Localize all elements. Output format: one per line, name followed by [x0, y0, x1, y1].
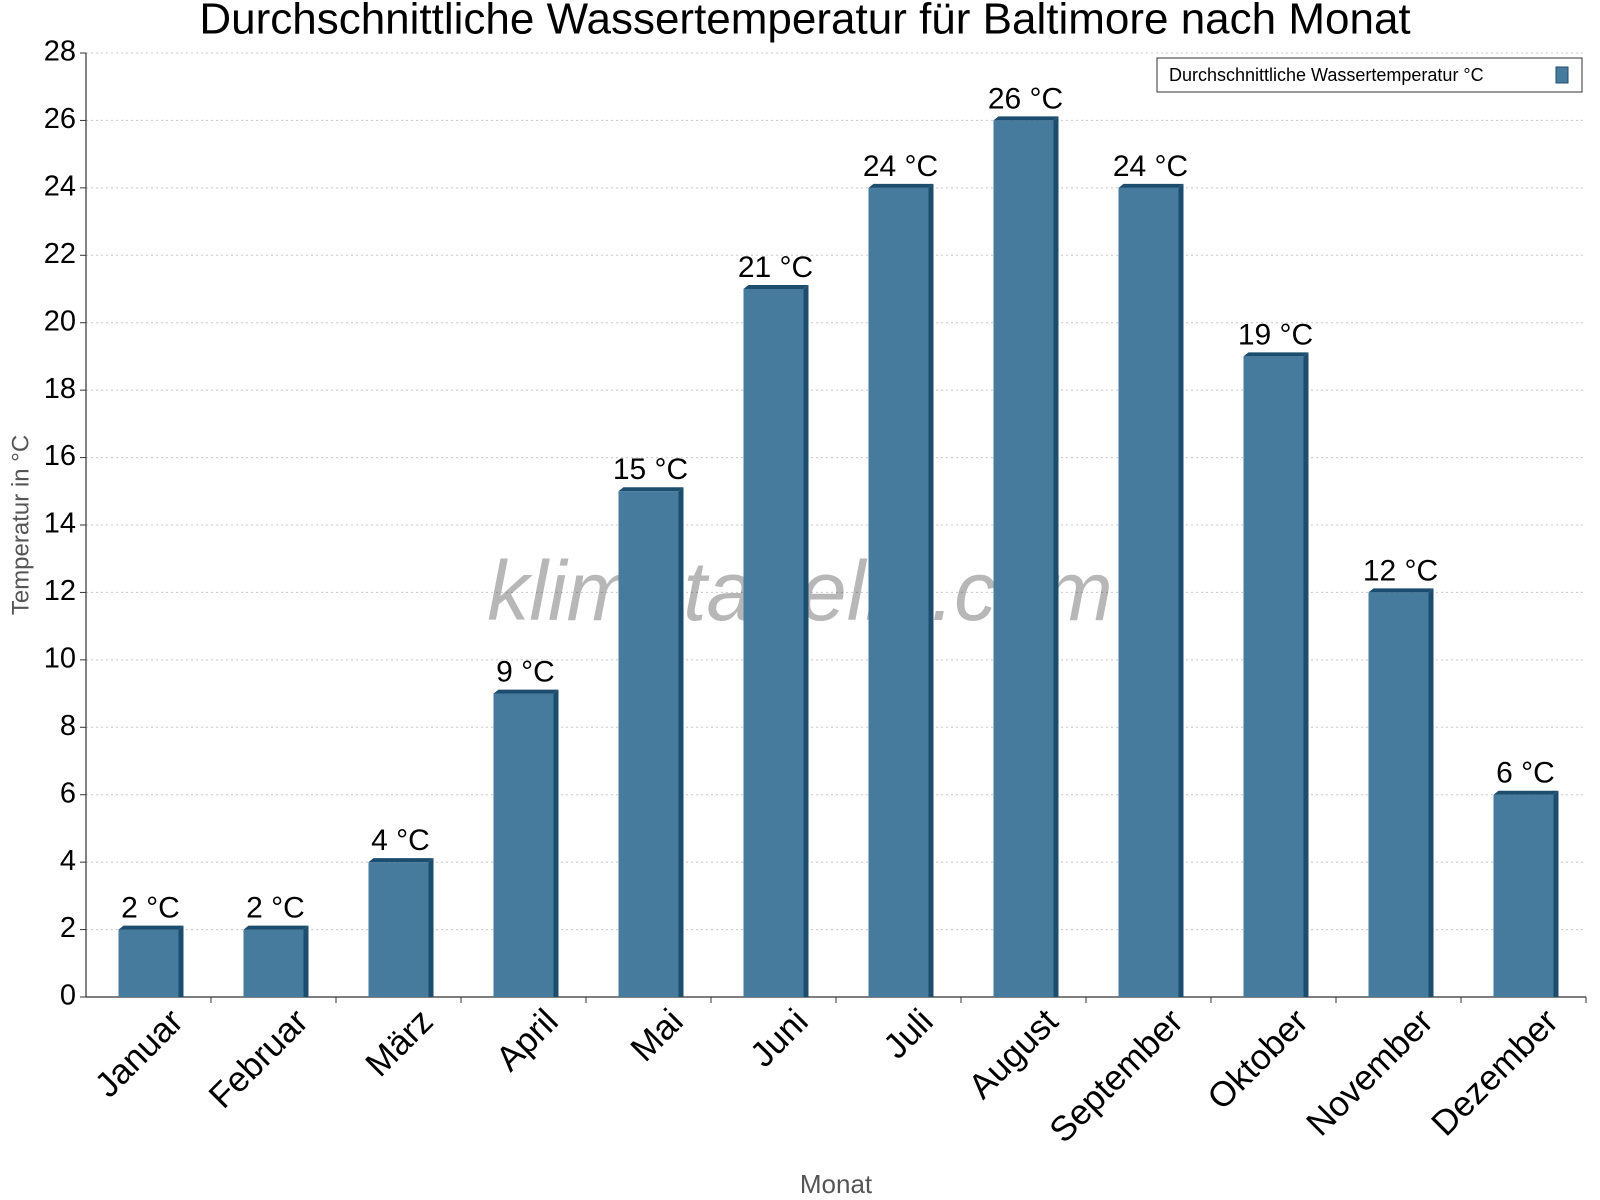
bar-side: [928, 183, 934, 997]
value-label: 9 °C: [496, 655, 555, 688]
bar: [743, 289, 804, 997]
y-tick-label: 8: [60, 710, 76, 742]
value-label: 2 °C: [121, 891, 180, 924]
bar-side: [428, 858, 434, 997]
bar-group: [243, 925, 309, 997]
y-tick-label: 28: [44, 36, 76, 68]
bar-top: [1118, 183, 1184, 188]
bar: [993, 120, 1054, 997]
y-axis-label: Temperatur in °C: [7, 435, 34, 615]
bar-group: [1118, 183, 1184, 997]
bar-group: [493, 689, 559, 997]
bar-group: [1493, 790, 1559, 997]
bar-group: [368, 858, 434, 997]
bar: [118, 929, 179, 997]
bar-side: [1053, 116, 1059, 997]
bar-top: [868, 183, 934, 188]
bar-top: [1243, 352, 1309, 357]
bar-side: [803, 285, 809, 997]
bar: [368, 862, 429, 997]
legend-box: [1156, 57, 1583, 93]
bar-group: [1368, 588, 1434, 997]
bar-group: [993, 116, 1059, 997]
y-tick-label: 18: [44, 373, 76, 405]
bar-side: [553, 689, 559, 997]
bar: [1243, 356, 1304, 997]
bar-side: [303, 925, 309, 997]
bar: [1368, 592, 1429, 997]
y-tick-label: 10: [44, 643, 76, 675]
y-tick-label: 22: [44, 238, 76, 270]
y-tick-label: 14: [44, 508, 76, 540]
bar-group: [618, 487, 684, 997]
value-label: 12 °C: [1363, 554, 1438, 587]
bar-side: [1428, 588, 1434, 997]
bar-group: [118, 925, 184, 997]
value-label: 19 °C: [1238, 318, 1313, 351]
y-tick-label: 2: [60, 912, 76, 944]
y-tick-label: 0: [60, 980, 76, 1012]
y-tick-label: 26: [44, 103, 76, 135]
value-label: 24 °C: [1113, 150, 1188, 183]
y-tick-label: 4: [60, 845, 76, 877]
bar-top: [743, 285, 809, 289]
value-label: 15 °C: [613, 453, 688, 486]
bar-side: [1553, 790, 1559, 997]
bar-top: [118, 925, 184, 930]
bar: [1118, 187, 1179, 997]
bar: [868, 187, 929, 997]
legend-swatch: [1555, 66, 1569, 84]
bar-side: [1303, 352, 1309, 997]
y-tick-label: 24: [44, 171, 76, 203]
value-label: 4 °C: [371, 824, 430, 857]
y-tick-label: 12: [44, 575, 76, 607]
bar-top: [1368, 588, 1434, 593]
bar: [1493, 794, 1554, 997]
value-label: 26 °C: [988, 82, 1063, 115]
bar-top: [368, 858, 434, 863]
bar-side: [1178, 183, 1184, 997]
bar-side: [678, 487, 684, 997]
bar-group: [868, 183, 934, 997]
value-label: 6 °C: [1496, 757, 1555, 790]
legend-label: Durchschnittliche Wassertemperatur °C: [1169, 65, 1484, 85]
bar-top: [993, 116, 1059, 121]
bar-top: [618, 487, 684, 492]
value-label: 2 °C: [246, 891, 305, 924]
bar-group: [1243, 352, 1309, 997]
y-tick-label: 6: [60, 777, 76, 809]
bar: [243, 929, 304, 997]
bar-top: [493, 689, 559, 694]
value-label: 24 °C: [863, 150, 938, 183]
bar-group: [743, 285, 809, 997]
y-tick-label: 16: [44, 440, 76, 472]
chart-title: Durchschnittliche Wassertemperatur für B…: [199, 0, 1410, 44]
bar-top: [1493, 790, 1559, 795]
bar-side: [178, 925, 184, 997]
x-axis-label: Monat: [800, 1169, 873, 1199]
y-tick-label: 20: [44, 305, 76, 337]
value-label: 21 °C: [738, 251, 813, 284]
bar-top: [243, 925, 309, 930]
bar: [493, 693, 554, 997]
bar: [618, 491, 679, 997]
